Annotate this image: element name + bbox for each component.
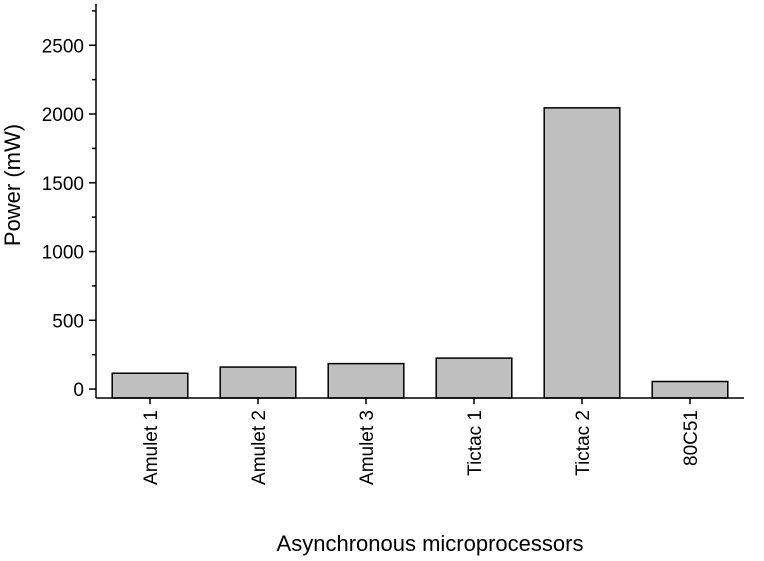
x-axis-title: Asynchronous microprocessors bbox=[277, 531, 584, 556]
y-ticks-group: 0 500 1000 1500 2000 2500 bbox=[42, 10, 96, 401]
bar-amulet-2 bbox=[219, 366, 297, 399]
y-tick-label: 0 bbox=[73, 380, 84, 401]
x-tick-label: Tictac 1 bbox=[465, 410, 486, 476]
axes-group bbox=[95, 4, 744, 399]
y-tick-label: 1500 bbox=[42, 174, 84, 195]
x-tick-label: Tictac 2 bbox=[573, 410, 594, 476]
x-ticks-group: Amulet 1 Amulet 2 Amulet 3 Tictac 1 Tictac 2… bbox=[141, 398, 702, 485]
bar-tictac-2 bbox=[543, 107, 621, 399]
y-tick-label: 500 bbox=[52, 311, 84, 332]
y-tick-label: 1000 bbox=[42, 243, 84, 264]
x-tick-label: Amulet 2 bbox=[249, 410, 270, 485]
y-axis-title: Power (mW) bbox=[0, 124, 25, 246]
x-tick-label: Amulet 3 bbox=[357, 410, 378, 485]
x-tick-label: Amulet 1 bbox=[141, 410, 162, 485]
bar-amulet-3 bbox=[327, 362, 405, 399]
bars-group bbox=[111, 107, 729, 399]
y-tick-label: 2000 bbox=[42, 105, 84, 126]
bar-tictac-1 bbox=[435, 357, 513, 399]
x-tick-label: 80C51 bbox=[681, 410, 702, 466]
bar-80c51 bbox=[651, 380, 729, 399]
y-tick-label: 2500 bbox=[42, 36, 84, 57]
bar-amulet-1 bbox=[111, 372, 189, 399]
